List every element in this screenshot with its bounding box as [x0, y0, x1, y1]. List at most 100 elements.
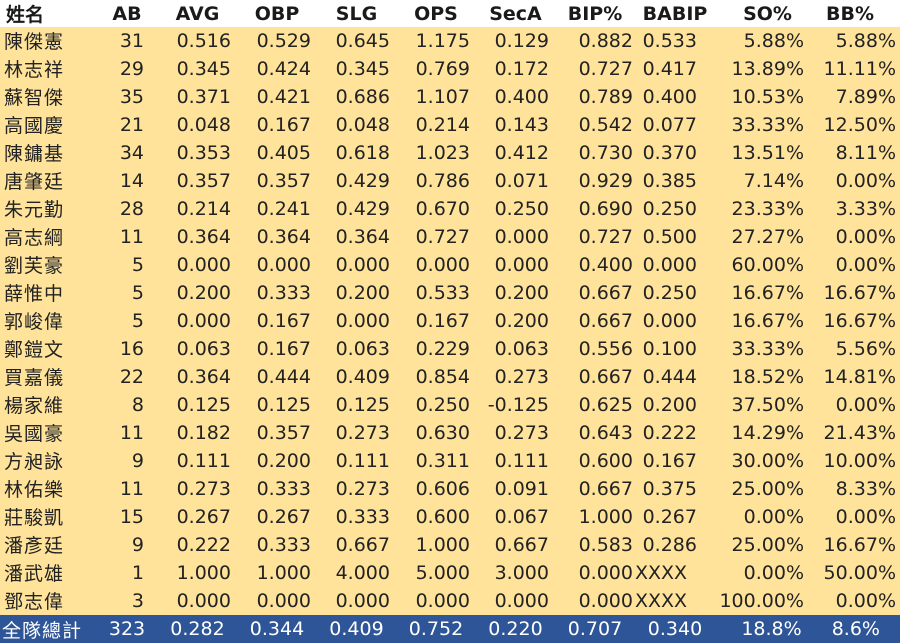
cell-ab: 31	[96, 27, 158, 55]
cell-so: 14.29%	[715, 419, 808, 447]
cell-seca: 0.667	[476, 531, 555, 559]
cell-avg: 0.182	[158, 419, 237, 447]
cell-so: 37.50%	[715, 391, 808, 419]
cell-name: 潘彥廷	[0, 531, 96, 559]
cell-bip: 0.667	[555, 363, 635, 391]
cell-obp: 0.000	[237, 587, 317, 615]
cell-seca: 0.273	[476, 419, 555, 447]
cell-seca: 0.412	[476, 139, 555, 167]
cell-bip: 0.600	[555, 447, 635, 475]
cell-so: 0.00%	[715, 503, 808, 531]
total-cell-so: 18.8%	[715, 615, 808, 643]
cell-obp: 0.167	[237, 335, 317, 363]
cell-bb: 16.67%	[808, 531, 900, 559]
cell-ops: 0.854	[396, 363, 476, 391]
cell-ab: 35	[96, 83, 158, 111]
table-footer: 全隊總計 323 0.282 0.344 0.409 0.752 0.220 0…	[0, 615, 900, 643]
cell-avg: 0.200	[158, 279, 237, 307]
cell-bip: 0.400	[555, 251, 635, 279]
cell-seca: 0.000	[476, 223, 555, 251]
cell-avg: 0.357	[158, 167, 237, 195]
cell-avg: 0.111	[158, 447, 237, 475]
cell-ops: 0.000	[396, 587, 476, 615]
cell-babip: 0.375	[635, 475, 715, 503]
cell-bip: 0.000	[555, 587, 635, 615]
cell-bb: 0.00%	[808, 503, 900, 531]
cell-seca: 0.091	[476, 475, 555, 503]
cell-bb: 0.00%	[808, 587, 900, 615]
cell-slg: 0.345	[317, 55, 396, 83]
header-cell-avg: AVG	[158, 0, 237, 27]
cell-so: 7.14%	[715, 167, 808, 195]
cell-obp: 0.333	[237, 475, 317, 503]
cell-bb: 8.33%	[808, 475, 900, 503]
cell-slg: 0.125	[317, 391, 396, 419]
cell-avg: 0.000	[158, 587, 237, 615]
cell-babip: 0.250	[635, 279, 715, 307]
cell-avg: 1.000	[158, 559, 237, 587]
cell-babip: 0.385	[635, 167, 715, 195]
cell-bip: 0.690	[555, 195, 635, 223]
header-cell-name: 姓名	[0, 0, 96, 27]
cell-obp: 0.424	[237, 55, 317, 83]
cell-obp: 0.357	[237, 167, 317, 195]
cell-bb: 16.67%	[808, 279, 900, 307]
cell-obp: 0.267	[237, 503, 317, 531]
cell-avg: 0.214	[158, 195, 237, 223]
total-cell-bb: 8.6%	[808, 615, 900, 643]
cell-name: 林志祥	[0, 55, 96, 83]
cell-avg: 0.364	[158, 223, 237, 251]
cell-slg: 0.273	[317, 419, 396, 447]
header-cell-obp: OBP	[237, 0, 317, 27]
cell-ops: 1.000	[396, 531, 476, 559]
cell-babip: 0.100	[635, 335, 715, 363]
cell-slg: 0.111	[317, 447, 396, 475]
total-cell-bip: 0.707	[555, 615, 635, 643]
cell-ab: 28	[96, 195, 158, 223]
cell-bb: 7.89%	[808, 83, 900, 111]
cell-seca: 0.000	[476, 251, 555, 279]
total-cell-obp: 0.344	[237, 615, 317, 643]
cell-slg: 0.000	[317, 587, 396, 615]
cell-slg: 0.686	[317, 83, 396, 111]
total-cell-label: 全隊總計	[0, 615, 96, 643]
cell-babip: 0.250	[635, 195, 715, 223]
cell-bip: 0.542	[555, 111, 635, 139]
cell-slg: 0.364	[317, 223, 396, 251]
cell-name: 薛惟中	[0, 279, 96, 307]
cell-bb: 12.50%	[808, 111, 900, 139]
total-cell-slg: 0.409	[317, 615, 396, 643]
cell-babip: 0.417	[635, 55, 715, 83]
header-cell-bip: BIP%	[555, 0, 635, 27]
cell-so: 60.00%	[715, 251, 808, 279]
cell-bb: 21.43%	[808, 419, 900, 447]
cell-seca: 0.111	[476, 447, 555, 475]
cell-babip: 0.000	[635, 251, 715, 279]
cell-avg: 0.267	[158, 503, 237, 531]
cell-so: 23.33%	[715, 195, 808, 223]
cell-obp: 0.241	[237, 195, 317, 223]
cell-slg: 0.333	[317, 503, 396, 531]
cell-seca: 0.273	[476, 363, 555, 391]
cell-bip: 0.929	[555, 167, 635, 195]
cell-avg: 0.273	[158, 475, 237, 503]
cell-name: 吳國豪	[0, 419, 96, 447]
cell-ab: 3	[96, 587, 158, 615]
cell-name: 鄧志偉	[0, 587, 96, 615]
cell-ops: 0.214	[396, 111, 476, 139]
cell-so: 25.00%	[715, 475, 808, 503]
header-cell-ops: OPS	[396, 0, 476, 27]
cell-ab: 22	[96, 363, 158, 391]
cell-babip: XXXX	[635, 587, 715, 615]
cell-bip: 1.000	[555, 503, 635, 531]
cell-obp: 0.444	[237, 363, 317, 391]
cell-ops: 0.786	[396, 167, 476, 195]
cell-bip: 0.730	[555, 139, 635, 167]
cell-babip: 0.444	[635, 363, 715, 391]
cell-ab: 9	[96, 531, 158, 559]
